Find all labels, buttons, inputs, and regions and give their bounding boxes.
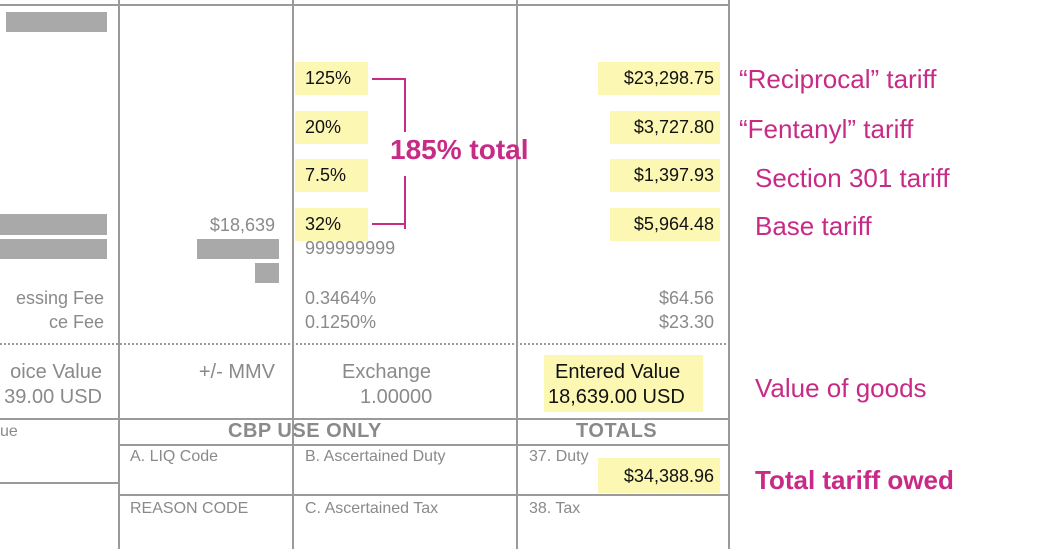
totals-header: TOTALS <box>576 420 658 442</box>
amount-section301: $1,397.93 <box>633 165 714 185</box>
highlight-rate-fentanyl <box>295 111 368 144</box>
annotation-total-owed: Total tariff owed <box>755 465 954 495</box>
header-rule <box>118 444 730 446</box>
reason-code-label: REASON CODE <box>130 500 249 517</box>
bracket-tick-top <box>372 78 406 80</box>
fees-divider <box>0 343 730 345</box>
exchange-value: 1.00000 <box>360 386 433 408</box>
liq-code-label: A. LIQ Code <box>130 448 219 465</box>
redaction-left-1 <box>0 214 107 235</box>
column-divider-2 <box>292 0 294 549</box>
entered-value-label: Entered Value <box>555 361 681 383</box>
amount-fentanyl: $3,727.80 <box>633 117 714 137</box>
rate-reciprocal: 125% <box>305 68 352 88</box>
highlight-rate-section301 <box>295 159 368 192</box>
annotation-reciprocal: “Reciprocal” tariff <box>739 64 937 94</box>
annotation-fentanyl: “Fentanyl” tariff <box>739 114 914 144</box>
annotation-section301: Section 301 tariff <box>755 163 950 193</box>
total-percent-annotation: 185% total <box>390 134 529 165</box>
duty-label: 37. Duty <box>529 448 589 465</box>
column-divider-1 <box>118 0 120 549</box>
rate-base: 32% <box>305 214 342 234</box>
invoice-value-label: oice Value <box>10 361 102 383</box>
rate-fentanyl: 20% <box>305 117 342 137</box>
hts-number: 999999999 <box>305 238 396 258</box>
tax-label: 38. Tax <box>529 500 581 517</box>
ascertained-duty-label: B. Ascertained Duty <box>305 448 446 465</box>
highlight-rate-base <box>295 208 368 241</box>
harbor-fee-amount: $23.30 <box>658 312 714 332</box>
top-rule <box>0 4 730 6</box>
column-divider-3 <box>516 0 518 549</box>
left-fragment: ue <box>0 423 18 440</box>
highlight-entered-value <box>544 355 703 412</box>
processing-fee-amount: $64.56 <box>658 288 714 308</box>
highlight-duty-total <box>598 458 720 493</box>
exchange-label: Exchange <box>342 361 431 383</box>
annotation-value-of-goods: Value of goods <box>755 373 927 403</box>
ascertained-tax-label: C. Ascertained Tax <box>305 500 439 517</box>
totals-rule <box>0 418 730 420</box>
redaction-mid-1 <box>197 239 279 259</box>
redaction-left-2 <box>0 239 107 259</box>
highlight-amount-fentanyl <box>610 111 720 144</box>
redaction-top <box>6 12 107 32</box>
cbp-use-only-header: CBP USE ONLY <box>228 420 382 442</box>
amount-base: $5,964.48 <box>633 214 714 234</box>
line-value: $18,639 <box>209 215 275 235</box>
redaction-mid-2 <box>255 263 279 283</box>
bracket-vertical-upper <box>404 78 406 132</box>
highlight-amount-reciprocal <box>598 62 720 95</box>
invoice-value: 39.00 USD <box>4 386 102 408</box>
harbor-fee-rate: 0.1250% <box>305 312 377 332</box>
rate-section301: 7.5% <box>305 165 347 185</box>
highlight-rate-reciprocal <box>295 62 368 95</box>
bracket-vertical-lower <box>404 176 406 229</box>
entered-value: 18,639.00 USD <box>548 386 685 408</box>
annotation-base: Base tariff <box>755 211 872 241</box>
highlight-amount-base <box>610 208 720 241</box>
processing-fee-label: essing Fee <box>15 288 104 308</box>
highlight-amount-section301 <box>610 159 720 192</box>
processing-fee-rate: 0.3464% <box>305 288 377 308</box>
amount-reciprocal: $23,298.75 <box>623 68 714 88</box>
column-divider-4 <box>728 0 730 549</box>
harbor-fee-label: ce Fee <box>48 312 104 332</box>
mmv-label: +/- MMV <box>198 361 275 383</box>
footer-rule <box>118 494 730 496</box>
duty-total: $34,388.96 <box>623 466 714 486</box>
left-block-rule <box>0 482 118 484</box>
bracket-tick-bottom <box>372 223 406 225</box>
